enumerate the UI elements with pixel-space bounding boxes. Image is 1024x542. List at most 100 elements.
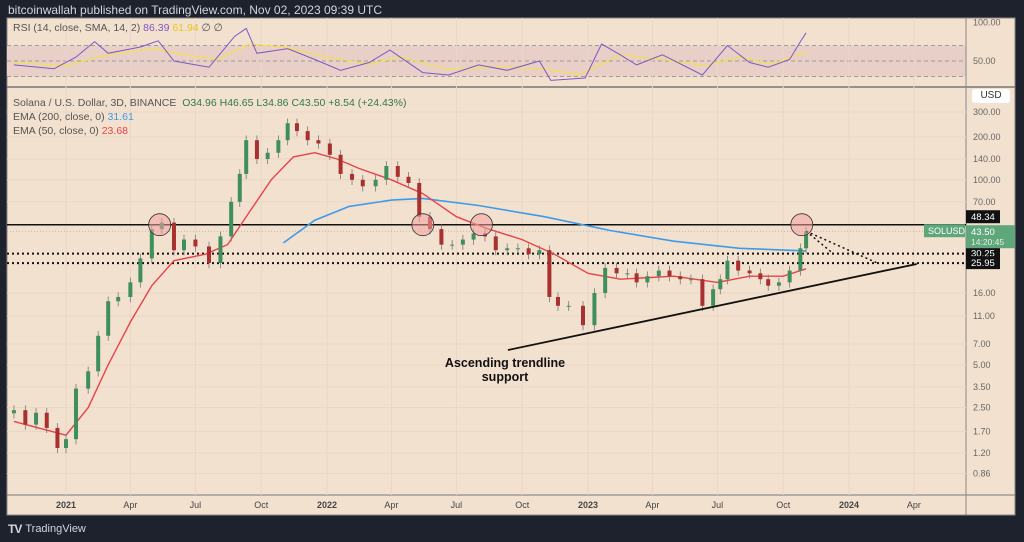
candle-body: [766, 279, 771, 286]
candle-body: [254, 140, 259, 160]
ema200-label[interactable]: EMA (200, close, 0): [13, 111, 105, 123]
y-tick-label: 7.00: [973, 339, 991, 349]
x-tick-label: Apr: [645, 500, 659, 510]
candle-body: [294, 123, 299, 132]
candle-body: [138, 258, 143, 283]
candle-body: [229, 201, 234, 237]
y-tick-label: 16.00: [973, 288, 996, 298]
ema200-legend: EMA (200, close, 0) 31.61: [13, 111, 134, 123]
y-tick-label: 0.86: [973, 469, 991, 479]
tradingview-logo[interactable]: TV TradingView: [8, 522, 86, 536]
x-tick-label: Apr: [384, 500, 398, 510]
candle-body: [237, 173, 242, 202]
ohlc-low: L34.86: [256, 97, 289, 109]
x-tick-label: Oct: [776, 500, 791, 510]
candle-body: [128, 282, 133, 297]
x-tick-label: Jul: [712, 500, 724, 510]
ascending-trendline: [507, 263, 917, 351]
rsi-line: [13, 27, 807, 81]
candle-body: [316, 140, 321, 144]
publisher-header: bitcoinwallah published on TradingView.c…: [8, 3, 383, 17]
candle-body: [493, 236, 498, 251]
candle-body: [603, 267, 608, 293]
x-tick-label: Jul: [190, 500, 202, 510]
candle-body: [725, 260, 730, 280]
ohlc-open: O34.96: [182, 97, 217, 109]
candle-body: [106, 301, 111, 336]
candle-body: [193, 239, 198, 247]
highlight-circle: [411, 213, 435, 237]
last-price-box: [966, 225, 1015, 249]
x-tick-label: 2024: [839, 500, 859, 510]
y-tick-label: 300.00: [973, 107, 1001, 117]
symbol-tag: [924, 224, 965, 238]
x-tick-label: Apr: [907, 500, 921, 510]
candle-body: [34, 412, 39, 425]
candle-body: [373, 179, 378, 187]
candle-body: [645, 276, 650, 283]
candle-body: [711, 289, 716, 306]
candle-body: [566, 305, 571, 307]
candle-body: [537, 250, 542, 255]
candle-body: [625, 273, 630, 275]
highlight-circle: [470, 213, 493, 237]
symbol-tag-label: SOLUSD: [928, 226, 966, 236]
candle-body: [614, 267, 619, 274]
candle-body: [700, 279, 705, 306]
last-price-label: 43.50: [971, 227, 995, 238]
candle-body: [74, 388, 79, 440]
candle-body: [11, 410, 16, 414]
y-tick-label: 1.20: [973, 448, 991, 458]
level-label-box: [966, 210, 1000, 224]
rsi-legend-extra: ∅ ∅: [201, 22, 223, 34]
candle-body: [471, 233, 476, 240]
level-label-box: [966, 256, 1000, 270]
ohlc-high: H46.65: [219, 97, 254, 109]
chart-background: [6, 17, 1016, 516]
trendline-annotation: Ascending trendline support: [444, 356, 566, 384]
ohlc-close: C43.50: [291, 97, 326, 109]
candle-body: [439, 229, 444, 245]
candle-body: [327, 143, 332, 155]
candle-body: [181, 239, 186, 251]
candle-body: [276, 140, 281, 153]
candle-body: [149, 229, 154, 259]
tv-logo-icon: TV: [8, 522, 22, 536]
candle-body: [450, 244, 455, 246]
x-tick-label: Oct: [254, 500, 269, 510]
projection-line: [805, 230, 878, 264]
ema50-legend: EMA (50, close, 0) 23.68: [13, 125, 128, 137]
candle-body: [395, 166, 400, 177]
candle-body: [285, 123, 290, 141]
y-tick-label: 2.50: [973, 403, 991, 413]
ema200-line: [282, 197, 807, 252]
symbol-title[interactable]: Solana / U.S. Dollar, 3D, BINANCE: [13, 97, 177, 109]
candle-body: [547, 250, 552, 297]
x-tick-label: 2021: [56, 500, 76, 510]
candle-body: [244, 140, 249, 174]
candle-body: [634, 273, 639, 283]
candle-body: [55, 427, 60, 449]
x-tick-label: 2023: [578, 500, 598, 510]
candle-body: [265, 152, 270, 160]
candle-body: [23, 410, 28, 425]
candle-body: [804, 231, 809, 249]
y-tick-label: 1.70: [973, 426, 991, 436]
rsi-y-tick-label: 100.00: [973, 17, 1001, 27]
candle-body: [515, 248, 520, 250]
level-label: 30.25: [971, 249, 995, 260]
rsi-legend-label: RSI (14, close, SMA, 14, 2): [13, 22, 141, 34]
candle-body: [171, 222, 176, 251]
candle-body: [338, 154, 343, 174]
currency-button[interactable]: USD: [972, 89, 1010, 103]
candle-body: [96, 335, 101, 372]
candle-body: [688, 279, 693, 281]
candle-body: [44, 412, 49, 428]
y-tick-label: 100.00: [973, 175, 1001, 185]
candle-body: [758, 273, 763, 280]
candle-body: [776, 282, 781, 286]
candle-body: [218, 236, 223, 263]
ema50-label[interactable]: EMA (50, close, 0): [13, 125, 99, 137]
y-tick-label: 3.50: [973, 382, 991, 392]
